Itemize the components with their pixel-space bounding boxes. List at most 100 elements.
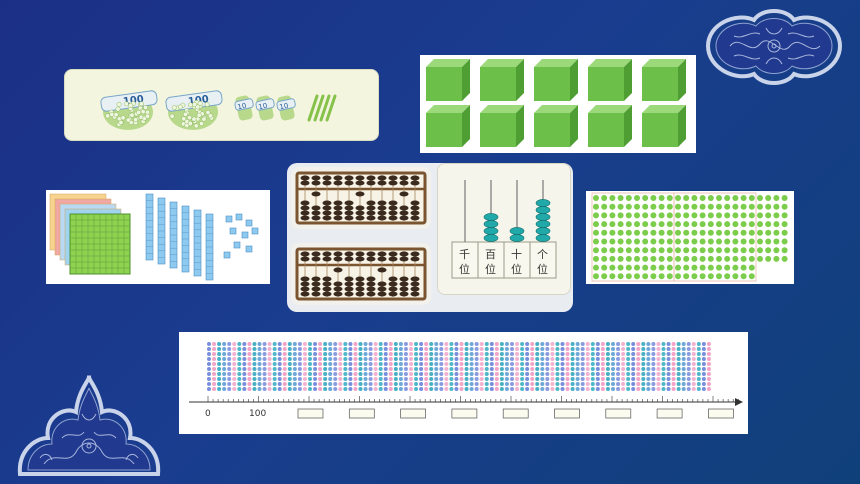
dot bbox=[691, 265, 697, 271]
dot bbox=[757, 230, 763, 236]
dot bbox=[683, 273, 689, 279]
dot bbox=[741, 247, 747, 253]
blank-answer-box[interactable] bbox=[349, 409, 374, 418]
place-label-thousands-wei: 位 bbox=[459, 262, 470, 276]
dot bbox=[634, 221, 640, 227]
dot bbox=[609, 221, 615, 227]
dot bbox=[634, 212, 640, 218]
place-value-abacus: 千 位 百 位 十 位 个 位 bbox=[437, 163, 571, 295]
dot bbox=[716, 273, 722, 279]
blank-answer-box[interactable] bbox=[708, 409, 733, 418]
blank-answer-box[interactable] bbox=[657, 409, 682, 418]
dot bbox=[749, 230, 755, 236]
dot bbox=[757, 204, 763, 210]
blank-answer-box[interactable] bbox=[401, 409, 426, 418]
thousand-cube bbox=[480, 59, 524, 101]
dot bbox=[724, 230, 730, 236]
dot-grid-panel bbox=[586, 191, 794, 284]
thousand-cube bbox=[642, 105, 686, 147]
dot bbox=[732, 247, 738, 253]
dot bbox=[700, 204, 706, 210]
thousand-cube bbox=[588, 105, 632, 147]
dot bbox=[773, 230, 779, 236]
dot bbox=[700, 239, 706, 245]
dot bbox=[634, 273, 640, 279]
stick-bundles-illustration: 100 100 10 10 10 bbox=[65, 70, 378, 140]
dot bbox=[741, 256, 747, 262]
ten-rod bbox=[170, 202, 177, 268]
dot bbox=[716, 247, 722, 253]
dot bbox=[626, 230, 632, 236]
ten-rod bbox=[194, 210, 201, 276]
dot bbox=[708, 256, 714, 262]
dot bbox=[675, 256, 681, 262]
dot bbox=[716, 195, 722, 201]
blank-answer-box[interactable] bbox=[503, 409, 528, 418]
dot bbox=[601, 212, 607, 218]
dot bbox=[691, 221, 697, 227]
dot bbox=[601, 239, 607, 245]
dot bbox=[601, 204, 607, 210]
dot bbox=[650, 221, 656, 227]
dot bbox=[683, 204, 689, 210]
dot bbox=[675, 247, 681, 253]
suanpan-bottom bbox=[291, 243, 431, 305]
dot bbox=[626, 273, 632, 279]
dot bbox=[683, 195, 689, 201]
dot bbox=[601, 273, 607, 279]
blank-answer-box[interactable] bbox=[606, 409, 631, 418]
dot bbox=[782, 239, 788, 245]
thousand-cube bbox=[534, 105, 578, 147]
dot bbox=[724, 212, 730, 218]
dot bbox=[741, 239, 747, 245]
dot bbox=[716, 204, 722, 210]
dot bbox=[667, 239, 673, 245]
unit-cube bbox=[230, 228, 236, 234]
tick-label-0: 0 bbox=[205, 409, 211, 419]
dot bbox=[650, 256, 656, 262]
dot bbox=[757, 195, 763, 201]
unit-cube bbox=[226, 216, 232, 222]
dot bbox=[773, 195, 779, 201]
dot bbox=[659, 239, 665, 245]
dot bbox=[724, 247, 730, 253]
dot bbox=[659, 265, 665, 271]
dot bbox=[757, 239, 763, 245]
dot bbox=[659, 230, 665, 236]
abacus-panel: 千 位 百 位 十 位 个 位 bbox=[287, 163, 573, 312]
dot bbox=[691, 273, 697, 279]
dot bbox=[741, 221, 747, 227]
ten-rod bbox=[158, 198, 165, 264]
dot bbox=[757, 256, 763, 262]
dot bbox=[650, 204, 656, 210]
dot bbox=[634, 265, 640, 271]
dot bbox=[593, 256, 599, 262]
dot bbox=[659, 212, 665, 218]
dot bbox=[708, 195, 714, 201]
dot bbox=[642, 273, 648, 279]
dot bbox=[765, 195, 771, 201]
dot bbox=[773, 212, 779, 218]
dot bbox=[659, 204, 665, 210]
dot bbox=[724, 256, 730, 262]
dot bbox=[741, 230, 747, 236]
dot bbox=[749, 204, 755, 210]
thousand-cube bbox=[480, 105, 524, 147]
dot bbox=[708, 212, 714, 218]
dot bbox=[675, 239, 681, 245]
blank-answer-box[interactable] bbox=[298, 409, 323, 418]
dot bbox=[741, 212, 747, 218]
blank-answer-box[interactable] bbox=[452, 409, 477, 418]
dot bbox=[773, 221, 779, 227]
dot bbox=[683, 239, 689, 245]
blank-answer-box[interactable] bbox=[555, 409, 580, 418]
dot bbox=[716, 212, 722, 218]
dot bbox=[691, 239, 697, 245]
dot bbox=[700, 212, 706, 218]
dot bbox=[749, 247, 755, 253]
dot bbox=[691, 247, 697, 253]
dot bbox=[593, 212, 599, 218]
dot bbox=[650, 273, 656, 279]
dot bbox=[724, 221, 730, 227]
dot bbox=[773, 247, 779, 253]
